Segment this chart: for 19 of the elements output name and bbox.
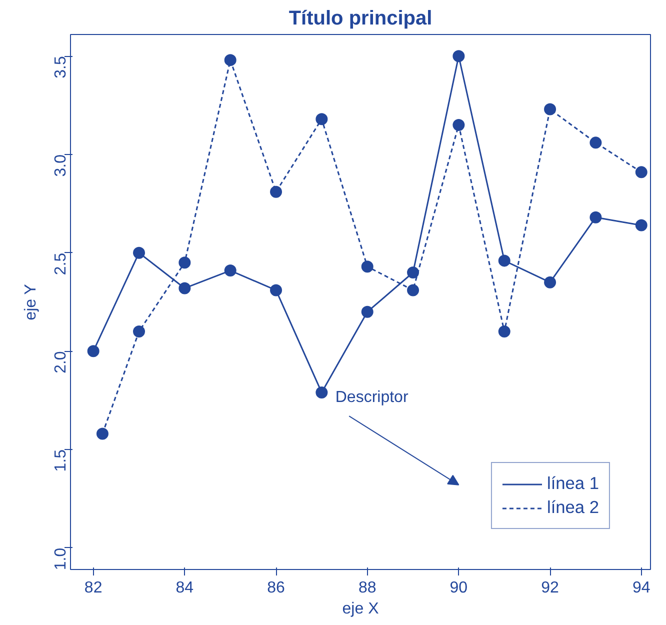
legend-label: línea 2 [546,497,599,518]
x-tick-label: 94 [632,580,650,596]
x-tick-label: 84 [176,580,194,596]
annotation: Descriptor [335,389,409,406]
x-tick-label: 86 [267,580,286,596]
x-tick-label: 82 [84,580,102,596]
y-tick-label: 1.0 [52,548,70,570]
x-tick-label: 90 [450,580,468,596]
y-tick-label: 1.5 [52,449,70,472]
y-axis-title: eje Y [22,284,40,320]
y-tick-label: 3.0 [52,154,70,177]
y-tick-label: 2.0 [52,351,70,374]
y-tick-label: 3.5 [52,56,70,78]
x-tick-label: 92 [541,580,560,596]
y-tick-label: 2.5 [52,252,70,276]
chart-title: Título principal [288,8,432,30]
x-tick-label: 88 [358,580,376,596]
x-axis-title: eje X [342,600,380,618]
legend-label: línea 1 [546,473,599,494]
